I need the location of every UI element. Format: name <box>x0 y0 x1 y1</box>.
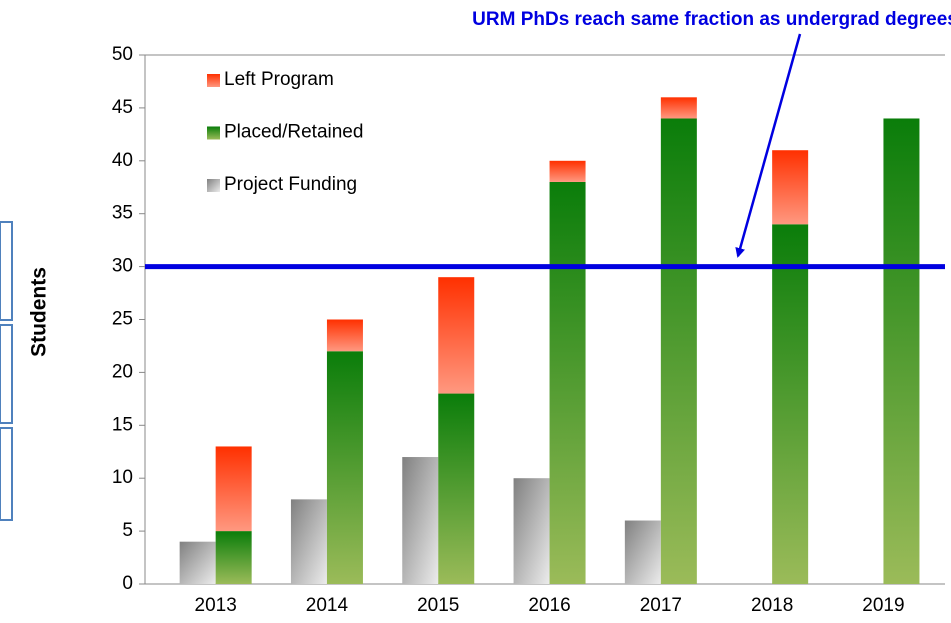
bar <box>290 499 327 584</box>
side-box <box>0 324 13 424</box>
legend-swatch <box>207 74 220 87</box>
bar <box>883 118 920 584</box>
y-tick-label: 0 <box>122 573 133 594</box>
x-tick-label: 2018 <box>751 595 793 616</box>
annotation: URM PhDs reach same fraction as undergra… <box>472 9 951 30</box>
bar <box>549 160 586 182</box>
side-box <box>0 427 13 521</box>
x-tick-label: 2015 <box>417 595 459 616</box>
y-tick-label: 30 <box>112 256 133 277</box>
bar <box>215 531 252 584</box>
bar <box>438 393 475 584</box>
x-tick-label: 2016 <box>528 595 570 616</box>
y-tick-label: 25 <box>112 309 133 330</box>
bar <box>179 541 216 584</box>
y-tick-label: 10 <box>112 467 133 488</box>
legend-swatch <box>207 126 220 140</box>
y-tick-label: 45 <box>112 97 133 118</box>
y-tick-label: 35 <box>112 203 133 224</box>
bar <box>549 181 586 584</box>
bar <box>326 319 363 352</box>
bar <box>772 224 809 584</box>
side-box <box>0 221 13 321</box>
bar <box>660 118 697 584</box>
bar <box>513 478 550 584</box>
legend-label: Placed/Retained <box>224 122 363 143</box>
x-tick-label: 2017 <box>640 595 682 616</box>
bar <box>438 277 475 394</box>
bar <box>624 520 661 584</box>
y-tick-label: 15 <box>112 414 133 435</box>
legend-label: Left Program <box>224 69 334 90</box>
bar <box>326 351 363 584</box>
x-tick-label: 2014 <box>306 595 349 616</box>
x-tick-label: 2019 <box>862 595 904 616</box>
y-tick-label: 20 <box>112 361 133 382</box>
y-axis-label: Students <box>28 267 51 357</box>
y-tick-label: 50 <box>112 44 133 65</box>
annotation-arrow <box>735 33 802 258</box>
bar <box>772 150 809 225</box>
y-tick-label: 40 <box>112 150 133 171</box>
x-tick-label: 2013 <box>195 595 237 616</box>
bar <box>402 457 439 584</box>
y-tick-label: 5 <box>122 520 133 541</box>
legend-label: Project Funding <box>224 174 357 195</box>
bar <box>215 446 252 532</box>
bar <box>660 97 697 119</box>
legend-swatch <box>207 179 220 192</box>
